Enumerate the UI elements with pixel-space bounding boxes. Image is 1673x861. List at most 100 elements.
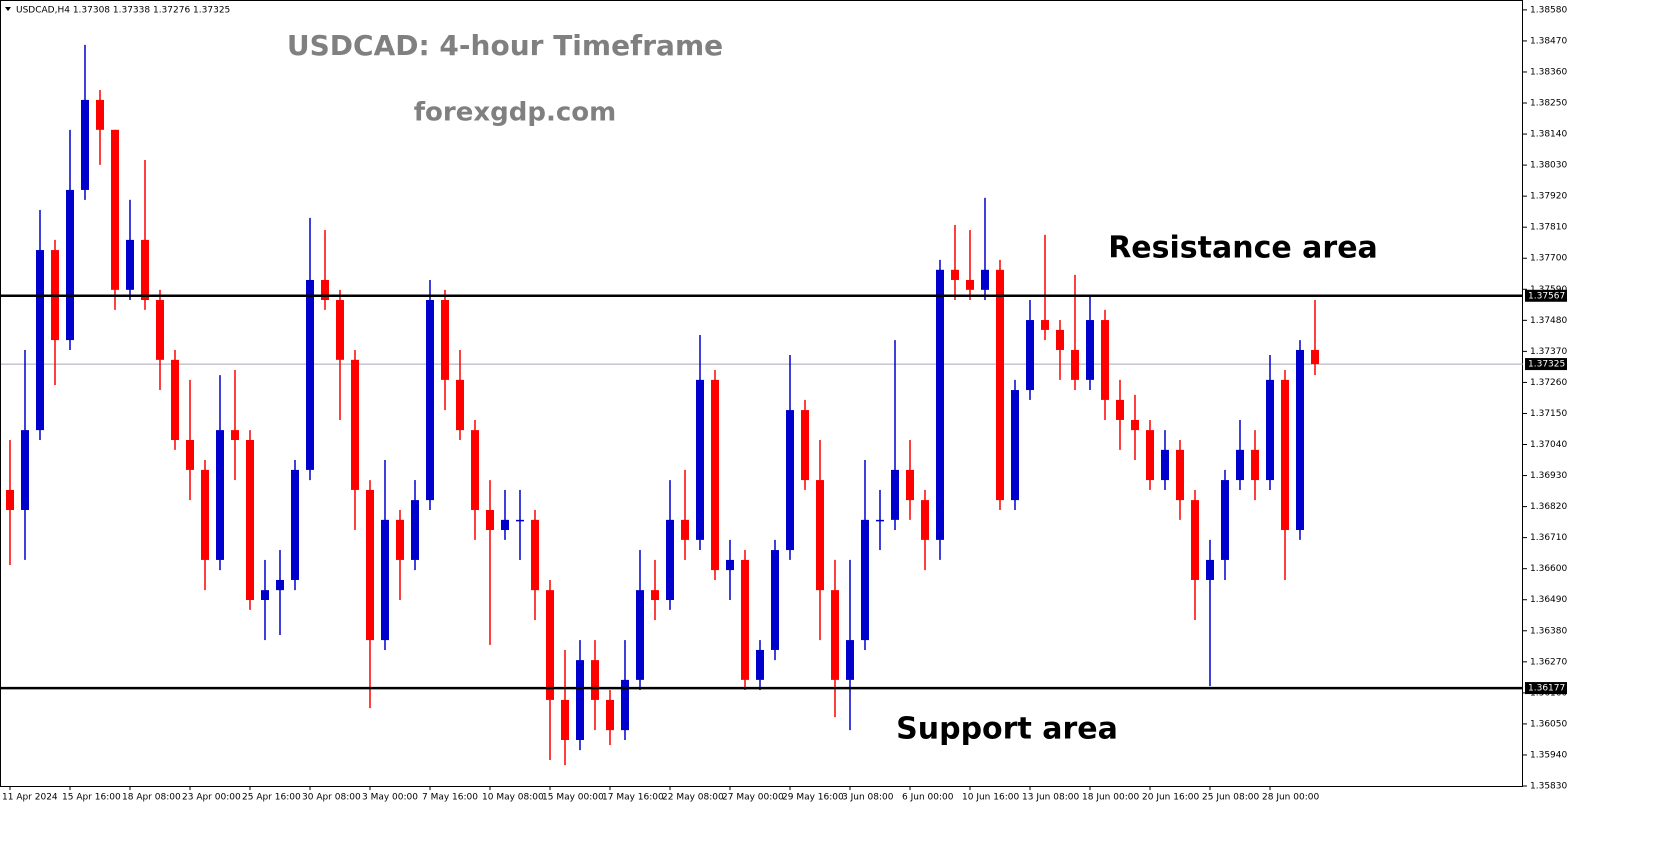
x-tick-label: 22 May 08:00 (662, 793, 724, 803)
x-tick-label: 3 Jun 08:00 (842, 793, 894, 803)
y-tick-label: 1.38470 (1530, 36, 1567, 46)
x-tick-label: 28 Jun 00:00 (1262, 793, 1319, 803)
x-tick-label: 11 Apr 2024 (2, 793, 58, 803)
candle-body (681, 519, 689, 540)
x-tick-label: 25 Jun 08:00 (1202, 793, 1259, 803)
candle-body (531, 519, 539, 591)
chart-title: USDCAD: 4-hour Timeframe (287, 29, 723, 62)
candle-body (411, 500, 419, 560)
y-tick-label: 1.37370 (1530, 347, 1567, 357)
candle-body (996, 269, 1004, 501)
candle-body (1026, 320, 1034, 391)
candle-body (1101, 320, 1109, 400)
x-tick-label: 20 Jun 16:00 (1142, 793, 1199, 803)
candle-body (231, 430, 239, 440)
symbol-header: USDCAD,H4 1.37308 1.37338 1.37276 1.3732… (16, 6, 230, 16)
candle-body (561, 699, 569, 740)
candle-body (1146, 430, 1154, 481)
y-tick-label: 1.38030 (1530, 161, 1567, 171)
candle-body (1041, 320, 1049, 330)
y-tick-label: 1.36380 (1530, 626, 1567, 636)
candle-body (6, 489, 14, 510)
x-tick-label: 30 Apr 08:00 (302, 793, 361, 803)
candle-body (261, 590, 269, 601)
y-tick-label: 1.37480 (1530, 316, 1567, 326)
candle-body (1266, 379, 1274, 481)
candle-body (441, 300, 449, 380)
y-tick-label: 1.37040 (1530, 440, 1567, 450)
y-tick-label: 1.36050 (1530, 719, 1567, 729)
level-label-bg (1525, 289, 1567, 302)
candle-body (636, 590, 644, 680)
candle-body (651, 590, 659, 601)
candle-body (1161, 449, 1169, 481)
candle-body (861, 519, 869, 641)
candle-body (486, 509, 494, 531)
candle-body (1011, 390, 1019, 501)
candle-body (21, 430, 29, 510)
y-tick-label: 1.38250 (1530, 99, 1567, 109)
candle-body (81, 99, 89, 190)
x-tick-label: 18 Apr 08:00 (122, 793, 181, 803)
candle-body (891, 469, 899, 520)
candle-body (306, 279, 314, 470)
candle-body (846, 640, 854, 680)
candle-body (831, 590, 839, 680)
y-tick-label: 1.37700 (1530, 254, 1567, 264)
candle-body (366, 489, 374, 641)
candle-body (426, 300, 434, 501)
candle-body (786, 410, 794, 551)
x-tick-label: 10 May 08:00 (482, 793, 544, 803)
candle-body (1281, 379, 1289, 531)
candle-body (141, 239, 149, 301)
y-tick-label: 1.36820 (1530, 502, 1567, 512)
candle-body (501, 519, 509, 531)
last-price-label: 1.37325 (1528, 360, 1565, 370)
y-tick-label: 1.36270 (1530, 657, 1567, 667)
candle-body (1221, 480, 1229, 560)
candle-body (171, 359, 179, 440)
y-tick-label: 1.38360 (1530, 67, 1567, 77)
candle-body (816, 480, 824, 591)
candle-body (111, 129, 119, 290)
candle-body (981, 269, 989, 290)
candle-body (246, 439, 254, 601)
y-tick-label: 1.37150 (1530, 409, 1567, 419)
y-tick-label: 1.35830 (1530, 782, 1567, 792)
candle-body (1191, 500, 1199, 580)
y-tick-label: 1.38140 (1530, 130, 1567, 140)
candle-body (201, 469, 209, 560)
candle-body (1176, 449, 1184, 501)
x-tick-label: 13 Jun 08:00 (1022, 793, 1079, 803)
y-tick-label: 1.37920 (1530, 192, 1567, 202)
candle-body (1056, 329, 1064, 350)
candle-body (321, 279, 329, 301)
y-tick-label: 1.38580 (1530, 5, 1567, 15)
x-tick-label: 29 May 16:00 (782, 793, 844, 803)
candle-body (156, 300, 164, 360)
candle-body (576, 660, 584, 740)
candle-body (351, 359, 359, 490)
y-tick-label: 1.35940 (1530, 750, 1567, 760)
candle-body (1296, 349, 1304, 531)
candle-body (756, 649, 764, 680)
x-tick-label: 7 May 16:00 (422, 793, 478, 803)
candle-body (1311, 349, 1319, 365)
candle-body (546, 590, 554, 700)
candle-body (921, 500, 929, 540)
candle-body (606, 699, 614, 731)
candle-body (276, 579, 284, 591)
candle-body (381, 519, 389, 641)
candle-body (1206, 559, 1214, 580)
y-tick-label: 1.36490 (1530, 595, 1567, 605)
candle-body (1131, 419, 1139, 431)
candle-body (396, 519, 404, 560)
candle-body (711, 379, 719, 571)
level-label: 1.36177 (1528, 684, 1565, 694)
candle-body (1236, 449, 1244, 481)
candle-body (1086, 320, 1094, 380)
candle-body (951, 269, 959, 280)
y-tick-label: 1.36710 (1530, 533, 1567, 543)
